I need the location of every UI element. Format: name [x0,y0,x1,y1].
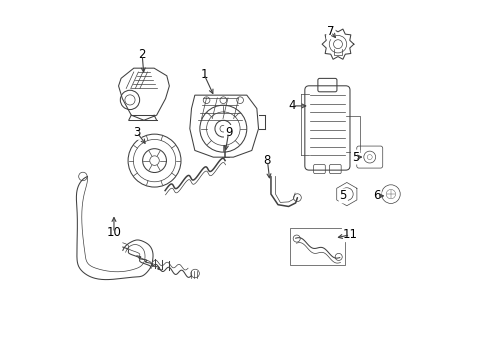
Text: 5: 5 [351,150,359,163]
Text: 1: 1 [200,68,207,81]
Text: 5: 5 [339,189,346,202]
Text: 11: 11 [342,228,357,241]
Text: 6: 6 [372,189,380,202]
Text: 8: 8 [263,154,270,167]
Text: 10: 10 [106,226,121,239]
Text: 3: 3 [133,126,140,139]
Text: 7: 7 [326,25,334,38]
Bar [290,228,345,265]
Text: 2: 2 [138,48,145,61]
Text: 4: 4 [288,99,295,112]
Text: 9: 9 [224,126,232,139]
